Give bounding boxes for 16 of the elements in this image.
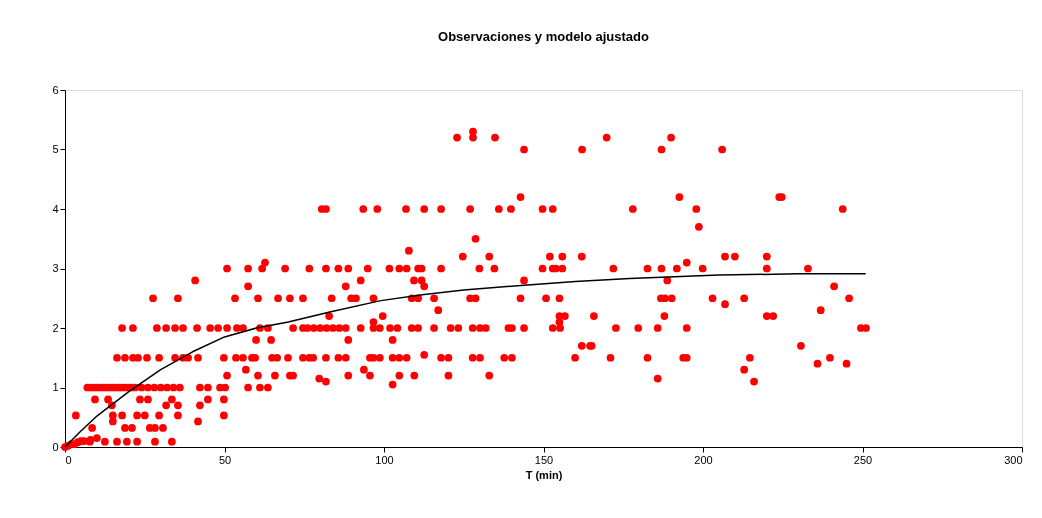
y-tick-label: 2: [52, 321, 59, 334]
x-tick-label: 50: [218, 453, 232, 466]
y-tick-label: 0: [52, 440, 59, 453]
x-tick-label: 0: [65, 453, 72, 466]
x-tick-label: 300: [1004, 453, 1023, 466]
x-axis-title: T (min): [525, 468, 563, 481]
y-tick-label: 3: [52, 262, 59, 274]
x-tick-label: 250: [853, 453, 873, 466]
y-tick-label: 6: [52, 83, 59, 96]
y-tick-label: 5: [52, 143, 59, 155]
x-tick-label: 150: [534, 453, 554, 466]
chart-title: Observaciones y modelo ajustado: [438, 29, 650, 44]
x-tick-label: 100: [375, 453, 394, 466]
y-tick-label: 4: [52, 202, 59, 215]
y-tick-label: 1: [52, 381, 59, 393]
x-tick-label: 200: [694, 453, 713, 466]
